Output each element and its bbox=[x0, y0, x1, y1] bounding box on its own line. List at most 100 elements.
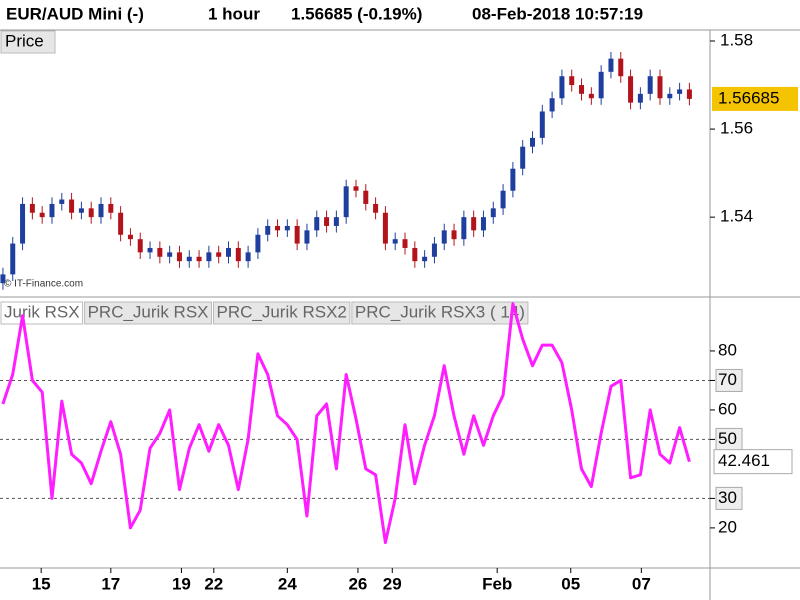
candle-body bbox=[628, 76, 634, 103]
quote: 1.56685 (-0.19%) bbox=[291, 4, 422, 23]
candle-body bbox=[588, 93, 594, 99]
candle-body bbox=[480, 217, 486, 231]
y-tick-label: 1.54 bbox=[720, 207, 753, 226]
candle-body bbox=[216, 252, 222, 257]
candle-body bbox=[343, 186, 349, 218]
candle-body bbox=[176, 252, 182, 262]
candle-body bbox=[677, 89, 683, 94]
candle-body bbox=[657, 76, 663, 99]
candle-body bbox=[530, 137, 535, 147]
candle-body bbox=[186, 256, 192, 262]
level-label-box bbox=[715, 368, 743, 392]
candle-body bbox=[353, 186, 359, 191]
candle-body bbox=[520, 146, 526, 169]
candle-body bbox=[69, 199, 75, 213]
candle-body bbox=[363, 190, 369, 204]
current-value: 42.461 bbox=[718, 451, 770, 470]
candle-body bbox=[500, 190, 506, 209]
x-tick-label: 17 bbox=[101, 574, 120, 593]
indicator-tab bbox=[351, 301, 529, 325]
candle-body bbox=[637, 93, 643, 103]
current-price-box bbox=[712, 86, 798, 111]
candle-body bbox=[235, 247, 241, 262]
indicator-line bbox=[1, 302, 691, 545]
indicator-tab-label: Jurik RSX bbox=[4, 302, 80, 321]
candle-body bbox=[284, 225, 290, 231]
y-tick-label: 30 bbox=[718, 488, 737, 507]
candle-body bbox=[29, 203, 35, 213]
candle-body bbox=[324, 217, 330, 226]
candle-body bbox=[225, 247, 231, 257]
candle-body bbox=[461, 217, 467, 240]
candle-body bbox=[608, 58, 614, 72]
x-tick-label: 26 bbox=[348, 574, 367, 593]
y-tick-label: 70 bbox=[718, 370, 737, 389]
candle-body bbox=[59, 199, 65, 204]
candle-body bbox=[304, 230, 310, 244]
y-tick-label: 50 bbox=[718, 429, 737, 448]
candle-body bbox=[402, 239, 408, 248]
candle-body bbox=[137, 239, 143, 253]
candle-body bbox=[451, 230, 457, 240]
candle-body bbox=[667, 93, 673, 99]
candle-body bbox=[265, 225, 271, 235]
x-tick-label: Feb bbox=[482, 574, 512, 593]
interval: 1 hour bbox=[208, 4, 260, 23]
candle-body bbox=[196, 256, 202, 262]
y-tick-label: 1.58 bbox=[720, 30, 753, 49]
indicator-tab-label: PRC_Jurik RSX3 ( 14) bbox=[355, 302, 525, 321]
candle-body bbox=[490, 208, 496, 218]
candle-body bbox=[549, 98, 555, 112]
x-tick-label: 19 bbox=[172, 574, 191, 593]
x-tick-label: 07 bbox=[632, 574, 651, 593]
candle-body bbox=[78, 208, 84, 213]
level-label-box bbox=[715, 486, 743, 510]
candle-body bbox=[275, 225, 281, 231]
pane-label-box bbox=[0, 30, 56, 54]
candle-body bbox=[392, 239, 398, 244]
y-tick-label: 20 bbox=[718, 517, 737, 536]
pane-label: Price bbox=[5, 31, 44, 50]
timestamp: 08-Feb-2018 10:57:19 bbox=[472, 4, 643, 23]
current-value-box bbox=[713, 449, 793, 475]
candle-body bbox=[245, 252, 251, 262]
candle-body bbox=[49, 203, 55, 218]
candle-body bbox=[206, 252, 212, 262]
candle-body bbox=[559, 76, 565, 99]
y-tick-label: 1.56 bbox=[720, 119, 753, 138]
candle-body bbox=[167, 252, 173, 257]
current-price: 1.56685 bbox=[718, 88, 779, 107]
candle-body bbox=[10, 243, 16, 275]
candle-body bbox=[412, 247, 418, 262]
candle-body bbox=[618, 58, 624, 77]
candle-body bbox=[647, 76, 653, 94]
candle-body bbox=[441, 230, 447, 244]
y-tick-label: 60 bbox=[718, 399, 737, 418]
x-tick-label: 24 bbox=[278, 574, 297, 593]
candle-body bbox=[88, 208, 94, 218]
candle-body bbox=[294, 225, 300, 244]
indicator-tab bbox=[84, 301, 212, 325]
candle-body bbox=[39, 212, 45, 218]
indicator-tab bbox=[213, 301, 351, 325]
candle-body bbox=[510, 168, 516, 191]
candle-body bbox=[431, 243, 437, 257]
indicator-tab-label: PRC_Jurik RSX2 bbox=[217, 302, 347, 321]
x-tick-label: 22 bbox=[204, 574, 223, 593]
candle-body bbox=[333, 217, 339, 226]
candle-body bbox=[0, 274, 6, 284]
candle-body bbox=[422, 256, 428, 262]
candle-body bbox=[382, 212, 388, 244]
candle-body bbox=[314, 217, 320, 231]
candle-body bbox=[569, 76, 575, 86]
y-tick-label: 80 bbox=[718, 340, 737, 359]
candle-body bbox=[598, 71, 604, 99]
x-tick-label: 29 bbox=[383, 574, 402, 593]
indicator-tab-label: PRC_Jurik RSX bbox=[88, 302, 209, 321]
candle-body bbox=[98, 203, 104, 218]
candle-body bbox=[118, 212, 124, 235]
candle-body bbox=[539, 111, 545, 138]
candle-body bbox=[127, 234, 133, 240]
